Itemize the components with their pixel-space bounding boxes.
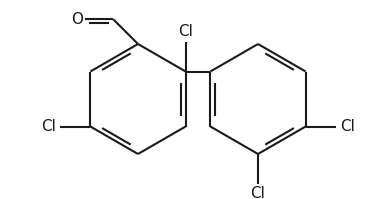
Text: Cl: Cl [251,186,266,199]
Text: O: O [71,12,83,27]
Text: Cl: Cl [178,24,193,39]
Text: Cl: Cl [340,119,355,134]
Text: Cl: Cl [41,119,56,134]
